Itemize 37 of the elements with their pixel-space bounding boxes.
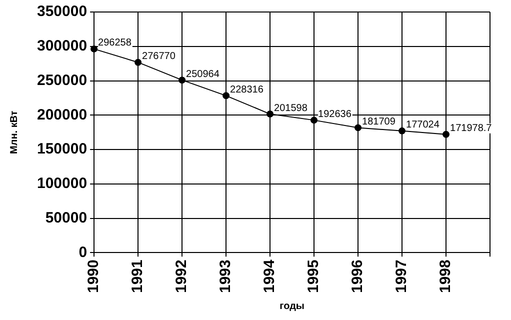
x-tick-label: 1991 <box>129 260 146 294</box>
y-tick-label: 300000 <box>36 38 88 55</box>
data-label: 228316 <box>230 84 264 96</box>
y-tick-label: 200000 <box>36 106 88 124</box>
y-tick-label: 50000 <box>45 209 88 226</box>
point <box>178 76 186 84</box>
data-label: 250964 <box>186 68 220 80</box>
x-tick-label: 1994 <box>261 258 278 294</box>
x-tick-label: 1998 <box>437 260 454 294</box>
y-tick-label: 250000 <box>36 72 88 89</box>
y-tick-label: 0 <box>78 244 88 261</box>
point <box>266 110 274 118</box>
point <box>442 130 450 138</box>
data-label: 177024 <box>406 120 440 131</box>
x-tick-label: 1996 <box>349 260 366 294</box>
point <box>134 58 142 66</box>
y-tick-label: 150000 <box>36 140 88 158</box>
x-tick-label: 1995 <box>305 260 322 294</box>
data-label: 201598 <box>274 102 308 114</box>
point <box>398 127 406 134</box>
x-tick-label: 1992 <box>173 260 190 294</box>
y-axis-title: Млн. кВт <box>8 110 20 154</box>
data-label: 276770 <box>142 51 176 62</box>
data-label: 296258 <box>98 38 132 49</box>
data-label: 192636 <box>318 108 352 120</box>
x-tick-label: 1993 <box>217 260 234 294</box>
data-label: 181709 <box>362 116 396 128</box>
x-tick-label: 1997 <box>393 260 410 294</box>
point <box>354 124 362 132</box>
point <box>90 45 98 52</box>
y-tick-label: 100000 <box>36 175 88 192</box>
data-label: 171978.7 <box>450 123 492 134</box>
x-tick-label: 1990 <box>85 260 102 294</box>
y-tick-label: 350000 <box>36 3 88 20</box>
x-axis-title: годы <box>280 300 304 312</box>
point <box>310 116 318 124</box>
point <box>222 92 230 100</box>
